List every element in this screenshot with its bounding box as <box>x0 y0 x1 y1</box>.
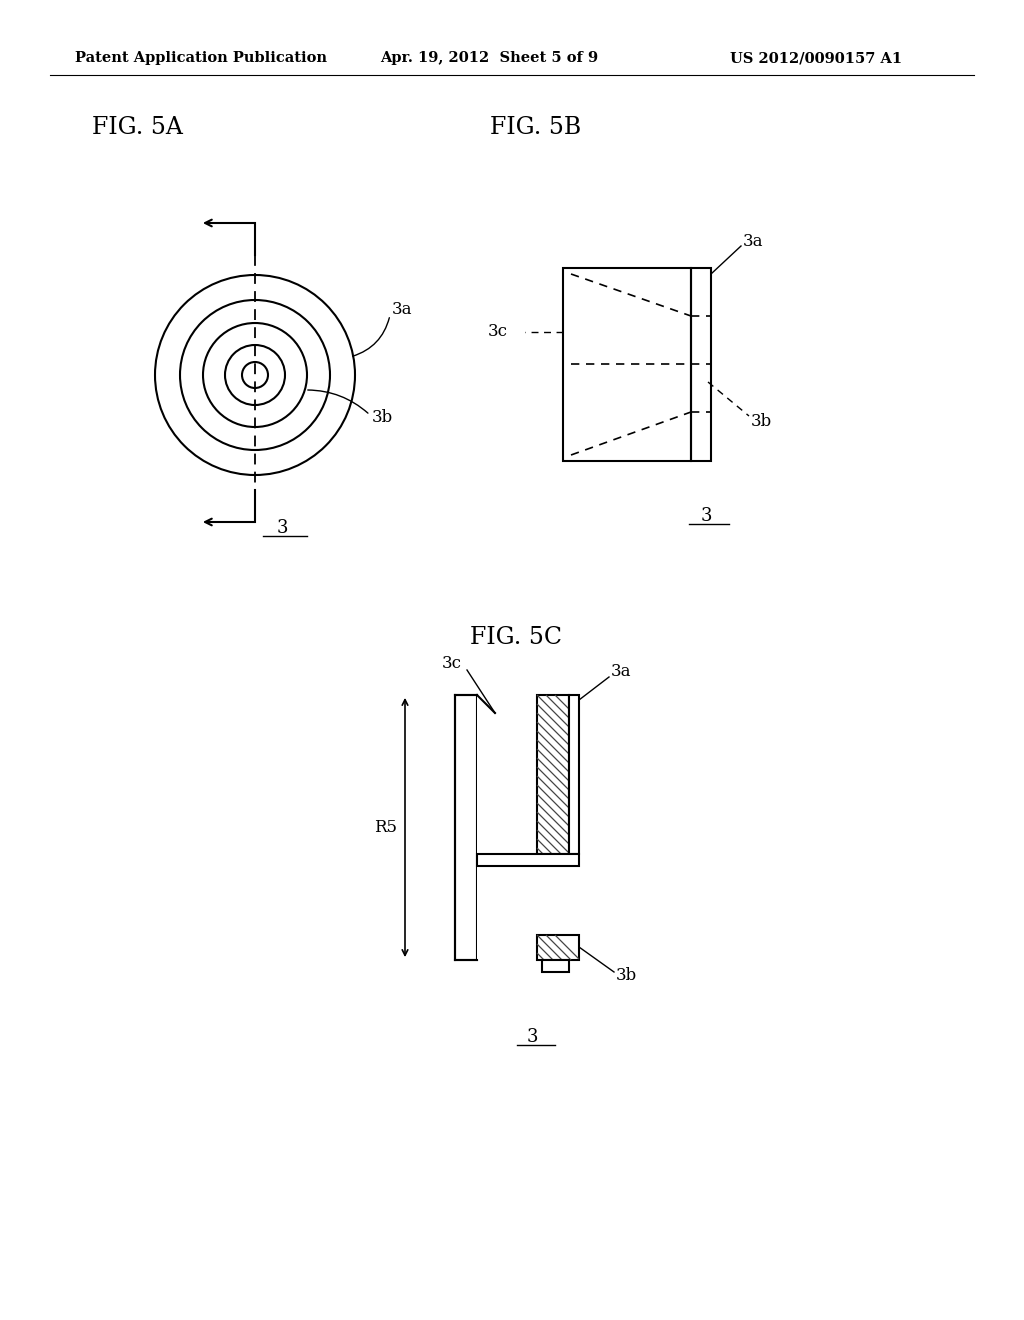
Text: R5: R5 <box>374 818 397 836</box>
Text: 3b: 3b <box>751 412 772 429</box>
Bar <box>477 696 537 960</box>
Text: 3: 3 <box>701 507 713 525</box>
Bar <box>537 696 569 854</box>
Text: 3c: 3c <box>488 323 508 341</box>
Text: FIG. 5A: FIG. 5A <box>92 116 183 140</box>
Text: 3a: 3a <box>611 664 632 681</box>
Text: 3a: 3a <box>743 232 764 249</box>
Bar <box>477 854 579 866</box>
Bar <box>563 268 691 461</box>
Text: 3c: 3c <box>442 655 462 672</box>
Text: 3: 3 <box>527 1028 539 1045</box>
Text: 3: 3 <box>278 519 289 537</box>
Bar <box>455 696 477 960</box>
Bar <box>569 696 579 854</box>
Bar <box>542 960 569 972</box>
Text: 3b: 3b <box>372 409 393 426</box>
Text: 3b: 3b <box>616 966 637 983</box>
Text: FIG. 5B: FIG. 5B <box>490 116 582 140</box>
Text: 3a: 3a <box>392 301 413 318</box>
Bar <box>537 935 579 960</box>
Text: US 2012/0090157 A1: US 2012/0090157 A1 <box>730 51 902 65</box>
Bar <box>691 268 711 461</box>
Text: Patent Application Publication: Patent Application Publication <box>75 51 327 65</box>
Text: Apr. 19, 2012  Sheet 5 of 9: Apr. 19, 2012 Sheet 5 of 9 <box>380 51 598 65</box>
Text: FIG. 5C: FIG. 5C <box>470 627 562 649</box>
